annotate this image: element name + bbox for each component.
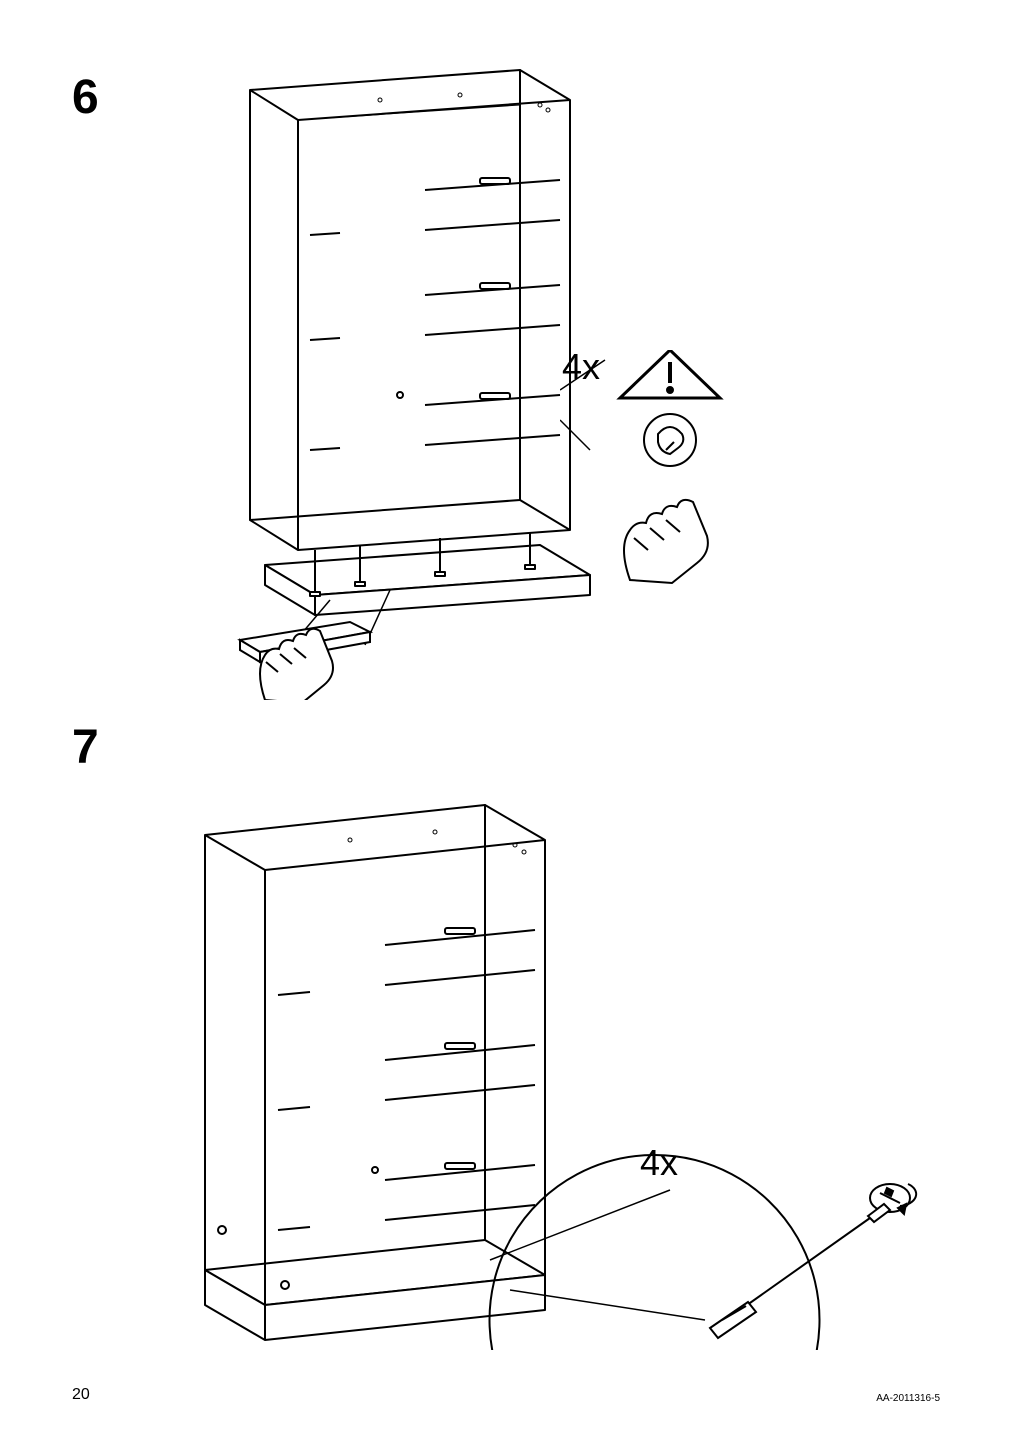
step-7-diagram: 4x [150,790,950,1350]
page-number: 20 [72,1386,90,1404]
warning-icon [620,350,720,398]
document-id: AA-2011316-5 [876,1393,940,1404]
page-footer: 20 AA-2011316-5 [0,1384,1012,1404]
step-7-number: 7 [72,720,99,775]
page-container: 6 [0,0,1012,1432]
step-6-number: 6 [72,70,99,125]
screwdriver-icon [710,1204,890,1338]
step-7-svg [150,790,950,1350]
step-6-qty: 4x [562,346,600,388]
hand-press-icon [624,500,708,583]
press-fastener-icon [644,414,696,466]
step-6-callout: 4x [560,350,790,590]
step-7-qty: 4x [640,1142,678,1184]
